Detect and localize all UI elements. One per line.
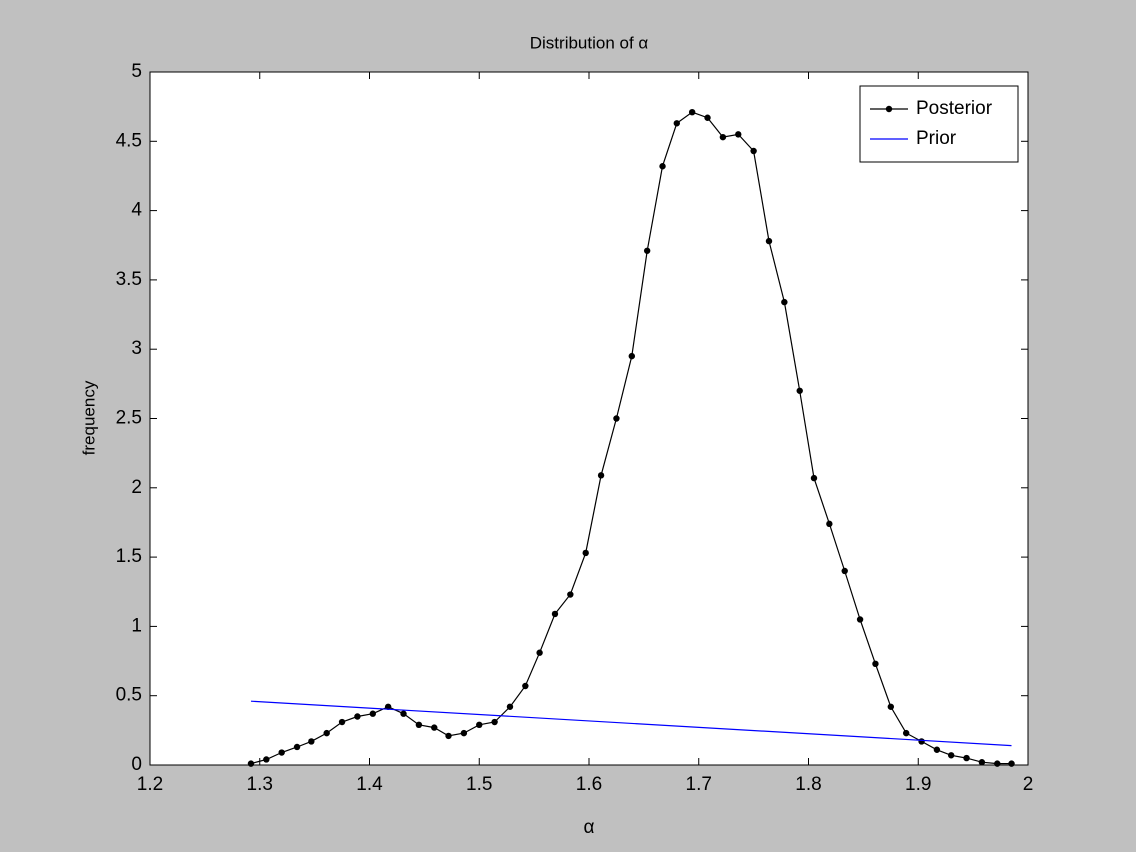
series-line [250, 700, 1012, 747]
x-tick-label: 1.7 [686, 774, 712, 795]
data-point [628, 352, 636, 360]
data-point [872, 660, 879, 668]
x-tick-label: 1.2 [137, 774, 163, 795]
x-tick-label: 1.6 [576, 774, 602, 795]
y-tick-label: 4 [131, 200, 142, 221]
y-tick-label: 5 [131, 61, 142, 82]
data-point [323, 729, 330, 737]
y-axis-label: frequency [79, 380, 98, 455]
data-point [263, 756, 270, 763]
plot-area [149, 71, 1029, 766]
y-tick-label: 0 [131, 754, 142, 775]
data-point [551, 610, 559, 618]
data-point [826, 520, 833, 528]
data-point [735, 131, 742, 138]
data-point [567, 591, 574, 598]
data-point [688, 108, 696, 116]
y-tick-label: 2.5 [116, 408, 142, 429]
data-point [293, 743, 301, 751]
y-tick-label: 4.5 [116, 130, 142, 151]
data-point [918, 738, 925, 745]
data-point [522, 682, 529, 690]
data-point [384, 703, 392, 710]
y-tick-label: 3.5 [116, 269, 142, 290]
data-point [400, 710, 407, 717]
x-tick-label: 1.5 [466, 774, 492, 795]
y-tick-label: 3 [131, 338, 142, 359]
data-point [796, 387, 803, 394]
x-tick-label: 1.9 [905, 774, 931, 795]
data-point [810, 474, 818, 482]
x-tick-label: 2 [1023, 774, 1034, 795]
data-point [673, 120, 680, 127]
data-point [841, 567, 848, 575]
data-point [978, 759, 986, 766]
data-point [597, 472, 605, 479]
y-tick-label: 0.5 [116, 685, 142, 706]
data-point [887, 703, 895, 710]
data-point [994, 760, 1001, 767]
data-point [781, 298, 788, 306]
data-point [659, 163, 666, 170]
data-point [902, 729, 910, 737]
data-point [354, 713, 361, 720]
data-point [369, 710, 376, 717]
data-point [856, 616, 864, 623]
chart-title: Distribution of α [530, 33, 649, 52]
data-point [750, 147, 757, 155]
data-point [247, 760, 255, 767]
data-point [719, 133, 727, 141]
data-point [278, 749, 285, 756]
data-point [765, 237, 773, 245]
data-point [704, 114, 711, 121]
data-point [582, 549, 589, 557]
data-point [947, 752, 955, 759]
data-point [536, 649, 543, 656]
data-point [491, 718, 498, 726]
x-tick-label: 1.4 [356, 774, 383, 795]
data-point [933, 746, 941, 753]
data-point [1008, 760, 1015, 767]
legend-box [859, 85, 1019, 163]
data-point [460, 729, 468, 737]
x-tick-label: 1.8 [795, 774, 821, 795]
legend-label: Prior [916, 128, 957, 149]
data-point [415, 721, 423, 729]
data-point [338, 718, 346, 726]
legend: Posterior Prior [859, 85, 1019, 163]
data-point [476, 721, 483, 729]
data-point [308, 738, 315, 745]
data-point [506, 703, 514, 710]
legend-marker [885, 105, 893, 113]
x-axis-label: α [584, 817, 595, 838]
data-point [613, 415, 620, 422]
data-point [643, 247, 651, 254]
data-point [445, 732, 452, 740]
data-point [431, 724, 438, 731]
data-point [963, 754, 970, 762]
y-tick-label: 1.5 [116, 546, 142, 567]
y-tick-label: 1 [131, 615, 142, 636]
x-tick-label: 1.3 [247, 774, 273, 795]
y-tick-label: 2 [131, 477, 142, 498]
legend-label: Posterior [916, 98, 993, 119]
